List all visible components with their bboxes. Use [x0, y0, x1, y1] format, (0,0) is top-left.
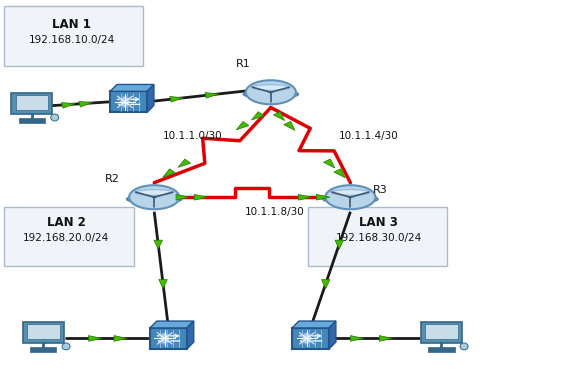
FancyBboxPatch shape	[23, 322, 64, 344]
Text: R1: R1	[236, 59, 251, 69]
Polygon shape	[194, 195, 207, 200]
Text: 192.168.20.0/24: 192.168.20.0/24	[23, 234, 109, 244]
Polygon shape	[154, 240, 162, 249]
Polygon shape	[334, 169, 345, 178]
FancyBboxPatch shape	[27, 324, 60, 339]
Polygon shape	[335, 240, 344, 249]
FancyBboxPatch shape	[30, 347, 56, 352]
Text: LAN 1: LAN 1	[52, 18, 91, 31]
Polygon shape	[114, 336, 128, 341]
Polygon shape	[292, 321, 336, 328]
Ellipse shape	[127, 195, 182, 203]
Polygon shape	[178, 159, 190, 167]
Ellipse shape	[246, 80, 296, 104]
Text: 10.1.1.4/30: 10.1.1.4/30	[339, 131, 399, 141]
FancyBboxPatch shape	[3, 207, 135, 266]
Polygon shape	[88, 336, 102, 341]
Ellipse shape	[252, 85, 290, 90]
Polygon shape	[170, 97, 184, 102]
FancyBboxPatch shape	[421, 322, 462, 344]
Ellipse shape	[348, 196, 352, 198]
FancyBboxPatch shape	[308, 207, 447, 266]
Polygon shape	[274, 111, 284, 121]
Ellipse shape	[51, 114, 59, 121]
Polygon shape	[187, 321, 194, 349]
Ellipse shape	[268, 91, 273, 93]
Ellipse shape	[331, 190, 369, 195]
Ellipse shape	[120, 96, 130, 108]
Polygon shape	[251, 112, 264, 120]
Ellipse shape	[129, 185, 180, 209]
FancyBboxPatch shape	[11, 93, 52, 115]
FancyBboxPatch shape	[19, 118, 45, 123]
FancyBboxPatch shape	[292, 328, 329, 349]
Polygon shape	[150, 321, 194, 328]
FancyBboxPatch shape	[428, 347, 454, 352]
Polygon shape	[237, 121, 249, 130]
Polygon shape	[176, 195, 189, 200]
Text: R3: R3	[373, 185, 388, 195]
Polygon shape	[324, 159, 335, 168]
Ellipse shape	[460, 343, 468, 350]
Text: LAN 3: LAN 3	[359, 216, 398, 229]
Polygon shape	[159, 280, 167, 289]
Polygon shape	[284, 121, 295, 130]
Ellipse shape	[325, 185, 376, 209]
Text: 10.1.1.8/30: 10.1.1.8/30	[245, 208, 305, 218]
Polygon shape	[316, 195, 330, 200]
Polygon shape	[62, 103, 75, 108]
Polygon shape	[110, 85, 154, 91]
Polygon shape	[205, 93, 219, 98]
Polygon shape	[351, 336, 364, 341]
Polygon shape	[163, 169, 176, 177]
FancyBboxPatch shape	[110, 91, 147, 112]
Polygon shape	[321, 280, 330, 289]
Text: 192.168.10.0/24: 192.168.10.0/24	[28, 35, 115, 45]
Polygon shape	[380, 336, 393, 341]
Ellipse shape	[135, 190, 173, 195]
FancyBboxPatch shape	[150, 328, 187, 349]
FancyBboxPatch shape	[15, 95, 48, 110]
Ellipse shape	[152, 196, 156, 198]
Ellipse shape	[160, 333, 170, 344]
Polygon shape	[329, 321, 336, 349]
Text: 10.1.1.0/30: 10.1.1.0/30	[163, 131, 222, 141]
Text: 192.168.30.0/24: 192.168.30.0/24	[336, 234, 422, 244]
FancyBboxPatch shape	[425, 324, 458, 339]
FancyBboxPatch shape	[3, 7, 143, 65]
Text: LAN 2: LAN 2	[47, 216, 86, 229]
Text: R2: R2	[105, 174, 120, 184]
Ellipse shape	[302, 333, 312, 344]
Polygon shape	[147, 85, 154, 112]
Ellipse shape	[323, 195, 378, 203]
Polygon shape	[298, 195, 312, 200]
Ellipse shape	[243, 90, 298, 98]
Polygon shape	[79, 101, 93, 107]
Ellipse shape	[62, 343, 70, 350]
